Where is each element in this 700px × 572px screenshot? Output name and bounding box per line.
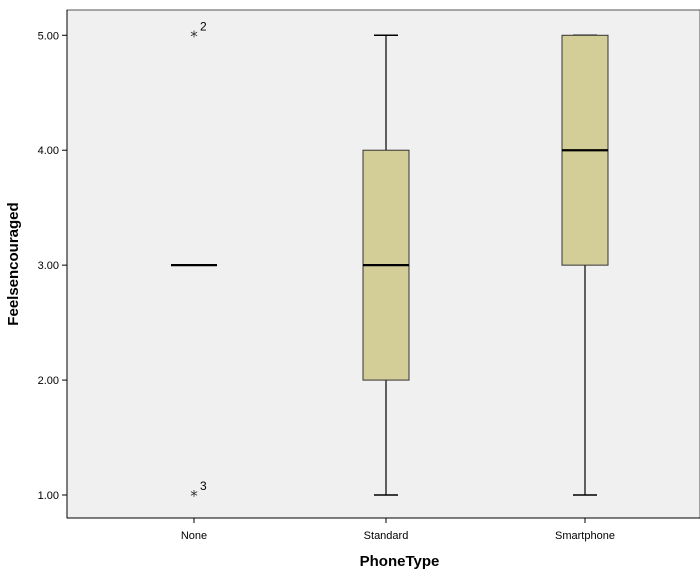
y-tick-label: 5.00 — [38, 30, 59, 42]
x-axis-title: PhoneType — [360, 553, 440, 570]
boxes-layer: *2*3 — [171, 19, 609, 505]
y-tick-label: 1.00 — [38, 490, 59, 502]
outlier-marker: * — [190, 487, 198, 505]
box-group — [561, 34, 609, 496]
y-tick-label: 3.00 — [38, 260, 59, 272]
outlier-marker: * — [190, 27, 198, 45]
y-tick-label: 2.00 — [38, 375, 59, 387]
y-axis-title: Feelsencouraged — [5, 202, 22, 325]
box-group: *2*3 — [171, 19, 217, 505]
outlier-label: 3 — [200, 479, 207, 493]
x-tick-label: None — [181, 530, 207, 542]
y-tick-label: 4.00 — [38, 145, 59, 157]
box-group — [362, 34, 410, 496]
x-tick-label: Standard — [364, 530, 409, 542]
x-axis: None Standard Smartphone — [67, 517, 700, 542]
x-tick-label: Smartphone — [555, 530, 615, 542]
y-axis: 1.00 2.00 3.00 4.00 5.00 — [38, 10, 68, 518]
outlier-label: 2 — [200, 19, 207, 33]
